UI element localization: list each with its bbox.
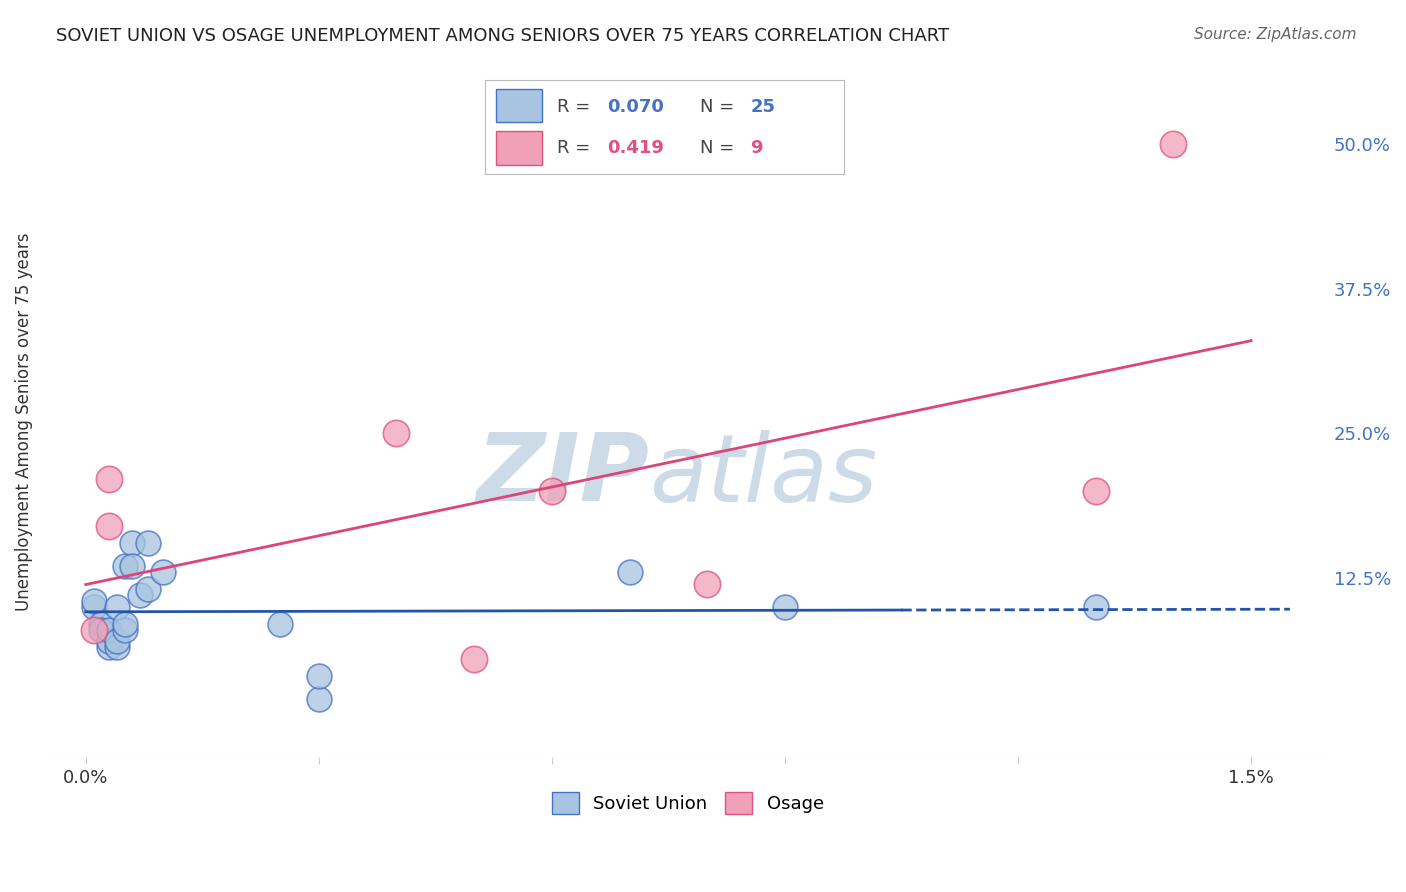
Point (83, 599, 105, 614)
Point (463, 651, 485, 665)
Point (121, 559, 143, 574)
Text: SOVIET UNION VS OSAGE UNEMPLOYMENT AMONG SENIORS OVER 75 YEARS CORRELATION CHART: SOVIET UNION VS OSAGE UNEMPLOYMENT AMONG… (56, 27, 949, 45)
Point (136, 582, 159, 597)
Point (308, 692, 330, 706)
Point (90, 617, 112, 632)
Point (1084, 483, 1107, 498)
Point (83, 623, 105, 637)
Point (105, 599, 128, 614)
Text: N =: N = (700, 139, 740, 157)
Point (114, 617, 136, 632)
Point (696, 576, 718, 591)
Text: 0.419: 0.419 (607, 139, 664, 157)
FancyBboxPatch shape (496, 88, 543, 122)
Y-axis label: Unemployment Among Seniors over 75 years: Unemployment Among Seniors over 75 years (15, 233, 32, 611)
Text: Source: ZipAtlas.com: Source: ZipAtlas.com (1194, 27, 1357, 42)
Point (129, 588, 152, 602)
Point (773, 599, 796, 614)
Point (98, 518, 121, 533)
Point (1163, 137, 1185, 152)
Point (83, 594, 105, 608)
Point (541, 483, 564, 498)
Point (98, 473, 121, 487)
Point (269, 617, 291, 632)
Point (1084, 599, 1107, 614)
Text: R =: R = (557, 139, 596, 157)
Point (105, 634, 128, 648)
Point (114, 623, 136, 637)
Point (98, 634, 121, 648)
Point (136, 536, 159, 550)
Legend: Soviet Union, Osage: Soviet Union, Osage (544, 785, 831, 822)
Point (105, 640, 128, 654)
FancyBboxPatch shape (496, 131, 543, 164)
Point (114, 559, 136, 574)
Point (308, 669, 330, 683)
Text: 0.070: 0.070 (607, 97, 664, 115)
Text: ZIP: ZIP (477, 429, 650, 521)
Point (152, 565, 174, 579)
Point (98, 640, 121, 654)
Point (619, 565, 641, 579)
Text: atlas: atlas (650, 430, 877, 521)
Text: R =: R = (557, 97, 596, 115)
Point (385, 426, 408, 441)
Point (90, 623, 112, 637)
Point (121, 536, 143, 550)
Text: N =: N = (700, 97, 740, 115)
Text: 9: 9 (751, 139, 763, 157)
Point (98, 623, 121, 637)
Text: 25: 25 (751, 97, 775, 115)
